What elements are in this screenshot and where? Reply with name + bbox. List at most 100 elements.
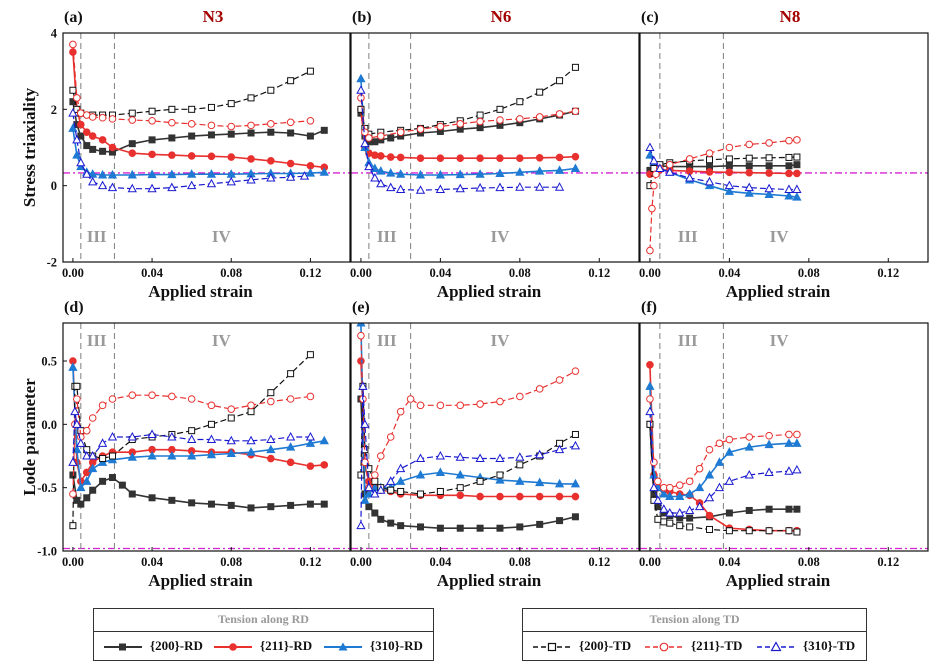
data-point-a-2-17 [319, 167, 329, 176]
data-point-f-2-8 [704, 469, 715, 479]
data-point-d-2-12 [226, 448, 236, 457]
data-point-a-0-5 [99, 147, 107, 155]
data-point-c-4-5 [665, 160, 674, 169]
data-point-a-4-13 [247, 121, 255, 130]
data-point-d-4-11 [187, 395, 196, 403]
data-point-c-0-7 [745, 162, 753, 170]
data-point-b-5-0 [356, 85, 366, 94]
data-point-f-4-12 [765, 431, 773, 440]
data-point-a-2-7 [127, 169, 137, 179]
legend-td-title: Tension along TD [649, 612, 740, 626]
data-point-e-0-12 [516, 523, 524, 531]
data-point-a-3-13 [267, 86, 275, 94]
data-point-b-3-12 [556, 77, 564, 85]
data-point-c-3-5 [706, 156, 714, 164]
panel-label-d: (d) [64, 299, 84, 316]
data-point-c-1-8 [765, 169, 773, 177]
data-point-a-5-6 [107, 182, 118, 192]
data-point-a-4-4 [88, 113, 97, 121]
data-point-e-5-12 [495, 453, 505, 463]
data-point-d-5-1 [70, 406, 80, 416]
x-tick-label-c-3: 0.12 [877, 266, 899, 280]
data-point-e-5-8 [415, 453, 426, 463]
panel-label-e: (e) [352, 299, 370, 316]
data-point-d-0-7 [118, 481, 126, 489]
data-point-d-3-6 [99, 455, 107, 463]
data-point-b-4-5 [416, 125, 425, 133]
series-e-0 [357, 395, 579, 532]
data-point-c-3-6 [725, 155, 733, 163]
data-point-e-5-14 [535, 449, 545, 459]
data-point-b-2-8 [435, 169, 446, 179]
plot-frame-a [62, 32, 351, 263]
data-point-a-1-9 [168, 151, 176, 159]
data-point-b-5-11 [495, 182, 505, 192]
data-point-d-5-4 [82, 450, 92, 460]
data-point-c-1-5 [705, 168, 714, 176]
data-point-a-0-17 [320, 126, 328, 134]
data-point-b-1-6 [396, 153, 405, 162]
legend-label-200-td: {200}-TD [579, 638, 632, 653]
data-point-f-2-3 [659, 488, 669, 498]
data-point-a-2-1 [72, 150, 82, 159]
data-point-e-1-11 [496, 492, 504, 501]
data-point-b-2-4 [376, 166, 386, 175]
data-point-e-5-0 [356, 520, 366, 530]
data-point-d-4-12 [207, 401, 216, 410]
stage-label-e-1: IV [491, 331, 511, 350]
series-d-4 [69, 391, 315, 498]
data-point-d-5-17 [305, 431, 316, 441]
y-tick-label-a-3: 4 [51, 27, 58, 41]
stage-label-e-0: III [377, 331, 397, 350]
data-point-c-4-0 [646, 246, 654, 255]
data-point-d-4-8 [128, 391, 137, 400]
x-tick-label-f-1: 0.04 [718, 555, 741, 569]
x-tick-label-f-0: 0.00 [639, 555, 661, 569]
data-point-a-1-8 [148, 150, 156, 159]
data-point-f-5-9 [714, 482, 725, 492]
data-point-a-3-11 [227, 100, 235, 108]
data-point-d-3-17 [306, 351, 314, 359]
x-tick-label-d-1: 0.04 [141, 555, 164, 569]
data-point-b-1-4 [376, 152, 385, 160]
data-point-c-4-12 [793, 136, 801, 144]
data-point-f-5-10 [724, 476, 735, 485]
data-point-f-2-4 [665, 491, 675, 501]
data-point-e-0-6 [397, 522, 405, 530]
data-point-b-2-10 [475, 169, 485, 178]
x-tick-label-b-3: 0.12 [588, 266, 610, 280]
data-point-e-5-16 [570, 440, 581, 450]
data-point-e-4-13 [496, 397, 504, 406]
data-point-f-4-6 [685, 477, 694, 486]
data-point-b-4-13 [571, 107, 580, 116]
data-point-e-2-7 [415, 469, 426, 479]
data-point-f-4-2 [654, 477, 662, 486]
data-point-b-1-12 [516, 154, 524, 162]
data-point-c-2-10 [792, 192, 802, 201]
data-point-b-0-10 [476, 124, 484, 132]
data-point-d-0-2 [77, 500, 85, 508]
data-point-b-3-9 [496, 105, 504, 113]
data-point-f-3-2 [654, 515, 662, 523]
data-point-d-4-13 [227, 405, 236, 413]
data-point-c-3-10 [793, 153, 801, 161]
y-axis-label-d: Lode parameter [20, 378, 39, 496]
data-point-f-3-8 [725, 527, 733, 535]
data-point-b-4-6 [436, 122, 445, 131]
data-point-e-4-5 [376, 452, 385, 460]
data-point-e-4-12 [476, 400, 484, 408]
data-point-e-5-15 [554, 444, 565, 454]
data-point-d-0-4 [89, 486, 97, 494]
data-point-b-2-0 [356, 73, 366, 83]
data-point-e-5-1 [358, 381, 368, 390]
data-point-d-2-7 [127, 452, 137, 461]
panel-label-b: (b) [352, 9, 372, 26]
data-point-d-5-10 [167, 431, 177, 441]
data-point-e-5-10 [455, 452, 465, 461]
data-point-f-1-8 [705, 511, 714, 520]
data-point-f-3-5 [676, 522, 684, 530]
data-point-b-4-12 [555, 110, 564, 118]
data-point-e-2-0 [356, 323, 366, 327]
series-d-5 [68, 406, 316, 466]
data-point-b-0-3 [371, 138, 379, 146]
